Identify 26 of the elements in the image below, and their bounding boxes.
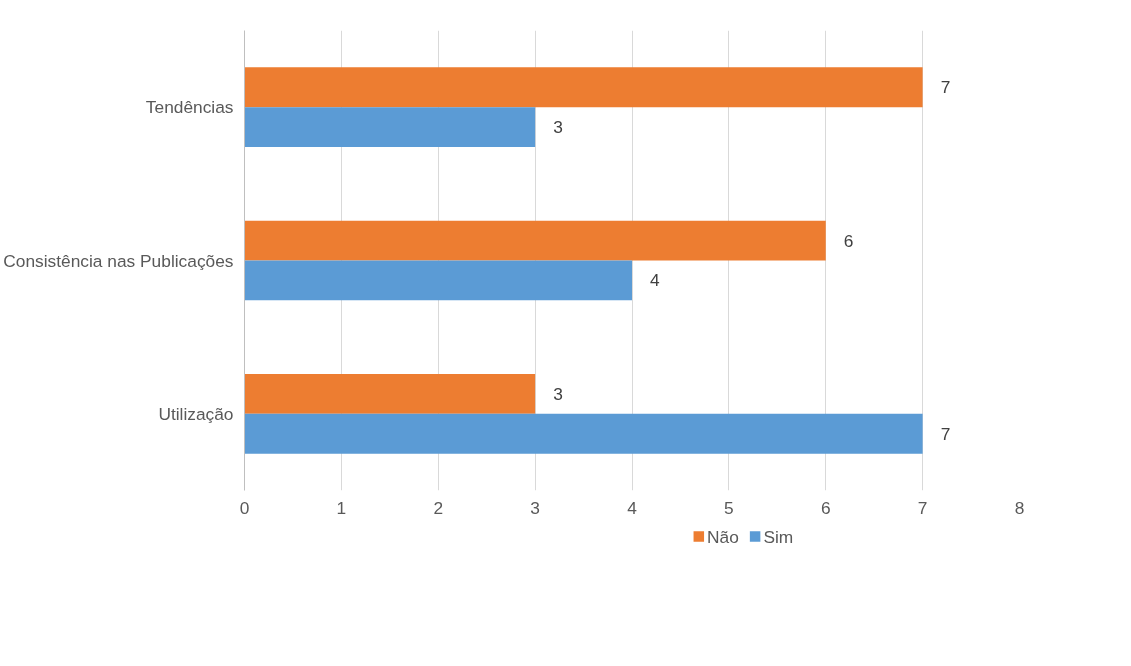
x-tick-label: 0 [239, 497, 250, 518]
bar [244, 260, 632, 301]
x-tick-label: 8 [1014, 497, 1025, 518]
bar [244, 373, 536, 414]
legend-label: Sim [763, 526, 794, 547]
x-tick-label: 2 [433, 497, 444, 518]
bar [244, 67, 923, 108]
x-tick-label: 4 [627, 497, 638, 518]
legend-label: Não [707, 526, 739, 547]
x-tick-label: 1 [336, 497, 347, 518]
data-label: 3 [553, 383, 563, 404]
y-tick-label: Utilização [158, 403, 234, 424]
y-tick-label: Consistência nas Publicações [3, 250, 234, 271]
y-tick-label: Tendências [145, 97, 234, 118]
data-label: 6 [843, 230, 854, 251]
data-label: 4 [650, 270, 660, 291]
x-tick-label: 5 [724, 497, 734, 518]
data-label: 7 [940, 77, 951, 98]
x-tick-label: 7 [917, 497, 928, 518]
bar [244, 413, 923, 454]
bar [244, 107, 536, 148]
bar [244, 220, 826, 261]
data-label: 7 [940, 423, 951, 444]
data-label: 3 [553, 117, 563, 138]
x-tick-label: 3 [530, 497, 540, 518]
x-tick-label: 6 [820, 497, 831, 518]
